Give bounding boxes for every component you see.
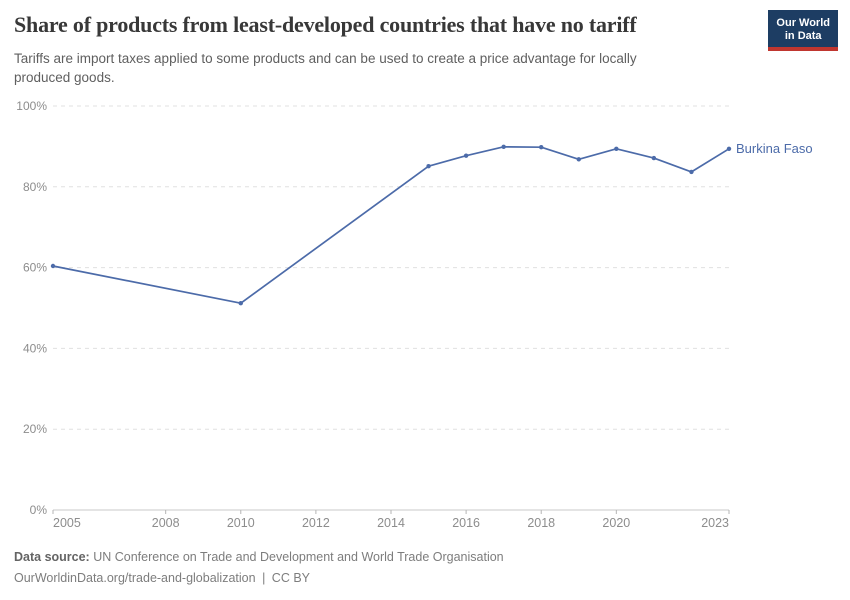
y-tick-label-40: 40% — [23, 341, 47, 355]
logo-line-2: in Data — [784, 30, 822, 42]
y-tick-label-20: 20% — [23, 422, 47, 436]
y-tick-label-60: 60% — [23, 261, 47, 275]
chart-footer: Data source: UN Conference on Trade and … — [14, 547, 814, 589]
y-tick-label-100: 100% — [16, 99, 47, 113]
page-title: Share of products from least-developed c… — [14, 12, 637, 37]
data-point-2020 — [614, 146, 619, 151]
owid-logo[interactable]: Our World in Data — [768, 10, 838, 51]
license-line: OurWorldinData.org/trade-and-globalizati… — [14, 568, 814, 589]
x-tick-label-2008: 2008 — [152, 516, 180, 530]
data-point-2018 — [539, 145, 544, 150]
data-line-burkina-faso — [52, 145, 730, 305]
x-tick-label-2014: 2014 — [377, 516, 405, 530]
x-tick-label-2016: 2016 — [452, 516, 480, 530]
x-tick-label-2023: 2023 — [701, 516, 729, 530]
data-point-2021 — [651, 155, 657, 161]
owid-url-link[interactable]: OurWorldinData.org/trade-and-globalizati… — [14, 571, 256, 585]
subtitle-line-1: Tariffs are import taxes applied to some… — [14, 51, 637, 66]
chart-subtitle: Tariffs are import taxes applied to some… — [14, 49, 734, 87]
data-point-2016 — [463, 153, 469, 158]
footer-separator: | — [262, 571, 266, 585]
data-source-text: UN Conference on Trade and Development a… — [93, 550, 504, 564]
data-source-line: Data source: UN Conference on Trade and … — [14, 547, 814, 568]
y-tick-label-80: 80% — [23, 180, 47, 194]
x-tick-label-2012: 2012 — [302, 516, 330, 530]
x-tick-label-2018: 2018 — [527, 516, 555, 530]
data-source-label: Data source: — [14, 550, 90, 564]
x-tick-label-2010: 2010 — [227, 516, 255, 530]
data-point-2017 — [501, 144, 506, 149]
x-tick-label-2020: 2020 — [602, 516, 630, 530]
series-label-burkina-faso[interactable]: Burkina Faso — [736, 141, 813, 156]
logo-line-1: Our World — [776, 17, 830, 29]
data-point-2023 — [726, 146, 732, 151]
data-point-2010 — [238, 301, 243, 306]
subtitle-line-2: produced goods. — [14, 70, 115, 85]
data-point-2019 — [576, 157, 581, 162]
data-point-2005 — [50, 263, 56, 269]
license-label: CC BY — [271, 571, 310, 585]
x-tick-label-2005: 2005 — [53, 516, 81, 530]
data-point-2015 — [426, 164, 431, 169]
data-point-2022 — [689, 169, 694, 175]
y-tick-label-0: 0% — [30, 503, 48, 517]
